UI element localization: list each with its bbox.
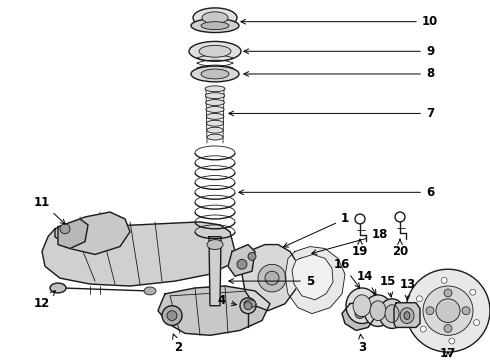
Circle shape xyxy=(265,271,279,285)
Ellipse shape xyxy=(191,19,239,32)
Ellipse shape xyxy=(206,120,223,126)
Ellipse shape xyxy=(202,12,228,24)
Ellipse shape xyxy=(379,299,405,328)
Ellipse shape xyxy=(346,288,378,324)
Text: 1: 1 xyxy=(284,212,349,247)
Text: 16: 16 xyxy=(334,258,360,288)
Circle shape xyxy=(406,269,490,352)
Polygon shape xyxy=(58,219,88,248)
Text: 13: 13 xyxy=(400,278,416,300)
Circle shape xyxy=(436,299,460,323)
Circle shape xyxy=(473,320,480,325)
Text: 20: 20 xyxy=(392,239,408,258)
Polygon shape xyxy=(42,222,235,286)
Circle shape xyxy=(240,298,256,314)
Ellipse shape xyxy=(244,300,256,308)
Ellipse shape xyxy=(207,127,223,133)
Ellipse shape xyxy=(191,66,239,82)
Circle shape xyxy=(441,277,447,283)
Ellipse shape xyxy=(353,295,371,316)
Ellipse shape xyxy=(144,287,156,295)
Text: 17: 17 xyxy=(440,347,456,360)
Ellipse shape xyxy=(404,312,410,320)
Circle shape xyxy=(60,224,70,234)
Ellipse shape xyxy=(205,93,225,99)
Ellipse shape xyxy=(201,69,229,79)
Ellipse shape xyxy=(162,306,182,325)
Ellipse shape xyxy=(207,240,223,249)
Circle shape xyxy=(462,307,470,315)
Text: 19: 19 xyxy=(352,239,368,258)
Polygon shape xyxy=(394,303,420,328)
Circle shape xyxy=(416,296,422,302)
Circle shape xyxy=(423,286,473,335)
Text: 10: 10 xyxy=(241,15,438,28)
Text: 6: 6 xyxy=(239,186,434,199)
Text: 15: 15 xyxy=(380,275,396,297)
Text: 18: 18 xyxy=(312,228,388,255)
Circle shape xyxy=(444,324,452,332)
Ellipse shape xyxy=(199,45,231,57)
Circle shape xyxy=(355,309,365,319)
Ellipse shape xyxy=(193,8,237,28)
Text: 12: 12 xyxy=(34,291,55,310)
Circle shape xyxy=(244,302,252,310)
Polygon shape xyxy=(55,212,130,255)
Polygon shape xyxy=(228,244,255,276)
Polygon shape xyxy=(292,255,333,300)
Ellipse shape xyxy=(167,311,177,320)
Ellipse shape xyxy=(207,134,223,140)
Polygon shape xyxy=(242,244,298,311)
Ellipse shape xyxy=(206,100,224,105)
Text: 7: 7 xyxy=(229,107,434,120)
Text: 8: 8 xyxy=(244,67,434,81)
Ellipse shape xyxy=(206,113,224,119)
Ellipse shape xyxy=(370,301,386,320)
Polygon shape xyxy=(342,301,375,330)
Circle shape xyxy=(449,338,455,344)
Polygon shape xyxy=(285,247,345,314)
Ellipse shape xyxy=(364,295,392,327)
Circle shape xyxy=(470,289,476,295)
Polygon shape xyxy=(158,286,270,335)
Ellipse shape xyxy=(206,107,224,112)
Ellipse shape xyxy=(248,252,256,260)
Ellipse shape xyxy=(50,283,66,293)
Text: 9: 9 xyxy=(244,45,434,58)
Ellipse shape xyxy=(201,22,229,30)
Text: 4: 4 xyxy=(218,294,236,307)
Ellipse shape xyxy=(385,305,399,323)
Circle shape xyxy=(420,326,426,332)
Text: 11: 11 xyxy=(34,196,65,224)
Circle shape xyxy=(444,289,452,297)
Text: 2: 2 xyxy=(172,334,182,354)
Ellipse shape xyxy=(205,86,225,92)
Polygon shape xyxy=(209,237,221,306)
Ellipse shape xyxy=(189,41,241,61)
Text: 5: 5 xyxy=(229,275,314,288)
Circle shape xyxy=(426,307,434,315)
Ellipse shape xyxy=(237,259,247,269)
Ellipse shape xyxy=(400,308,414,324)
Text: 3: 3 xyxy=(358,334,366,354)
Text: 14: 14 xyxy=(357,270,376,294)
Circle shape xyxy=(258,264,286,292)
